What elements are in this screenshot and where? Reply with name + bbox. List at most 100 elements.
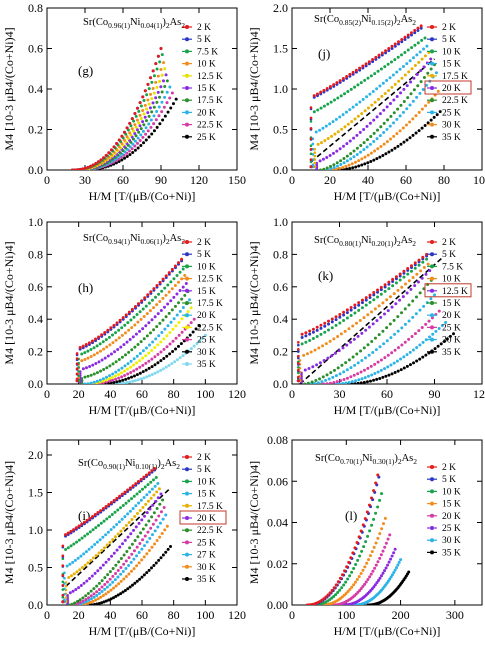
data-point xyxy=(335,81,339,85)
data-point xyxy=(156,54,160,58)
data-point xyxy=(161,498,165,502)
data-point xyxy=(145,93,149,97)
data-point xyxy=(81,167,85,170)
data-point xyxy=(140,299,144,303)
data-point xyxy=(401,110,405,114)
data-point xyxy=(393,82,397,86)
title-subscript: 2 xyxy=(161,462,165,471)
legend-entry: 10 K xyxy=(427,275,461,285)
data-point xyxy=(132,369,136,373)
data-point xyxy=(104,338,108,342)
data-point xyxy=(138,329,142,333)
title-text: As xyxy=(401,14,413,25)
data-point xyxy=(157,105,161,109)
data-point xyxy=(350,162,354,166)
data-point xyxy=(112,525,116,529)
data-point xyxy=(133,345,137,349)
data-point xyxy=(156,525,160,529)
data-point xyxy=(103,576,107,580)
data-point xyxy=(101,563,105,567)
title-text: Sr(Co xyxy=(314,235,339,246)
data-point xyxy=(371,569,375,573)
data-point xyxy=(309,137,313,141)
data-point xyxy=(394,281,398,285)
data-point xyxy=(168,96,172,100)
series xyxy=(79,91,174,170)
data-point xyxy=(97,360,101,364)
data-point xyxy=(95,593,99,597)
data-point xyxy=(350,380,354,384)
data-point xyxy=(75,599,79,603)
data-point xyxy=(409,33,413,37)
data-point xyxy=(376,290,380,294)
data-point xyxy=(167,290,171,294)
data-point xyxy=(415,359,419,363)
data-point xyxy=(315,92,319,96)
data-point xyxy=(110,333,114,337)
legend-label: 25 K xyxy=(197,538,216,548)
data-point xyxy=(429,57,433,61)
data-point xyxy=(332,98,336,102)
data-point xyxy=(128,486,132,490)
legend-label: 20 K xyxy=(197,311,216,321)
data-point xyxy=(124,559,128,563)
data-point xyxy=(188,333,192,337)
data-point xyxy=(130,542,134,546)
title-text: ) xyxy=(393,14,397,25)
data-point xyxy=(122,526,126,530)
data-point xyxy=(320,141,324,145)
data-point xyxy=(137,121,141,125)
data-point xyxy=(333,132,337,136)
data-point xyxy=(342,377,346,381)
data-point xyxy=(92,595,96,599)
data-point xyxy=(353,117,357,121)
legend-label: 17.5 K xyxy=(197,502,223,512)
data-point xyxy=(157,114,161,118)
data-point xyxy=(91,163,95,167)
data-point xyxy=(117,358,121,362)
data-point xyxy=(381,375,385,379)
data-point xyxy=(195,342,199,346)
data-point xyxy=(360,301,364,305)
data-point xyxy=(424,322,428,326)
legend-swatch-marker xyxy=(185,37,189,42)
data-point xyxy=(405,138,409,142)
data-point xyxy=(156,74,160,78)
data-point xyxy=(106,354,110,358)
panel-label: (j) xyxy=(318,46,330,61)
data-point xyxy=(371,322,375,326)
data-point xyxy=(194,327,198,331)
data-point xyxy=(134,114,138,118)
data-point xyxy=(383,516,387,520)
x-tick-label: 100 xyxy=(196,608,214,622)
legend: 2 K5 K10 K15 K17.5 K20 K22.5 K25 K27 K30… xyxy=(179,453,227,585)
data-point xyxy=(302,353,306,357)
data-point xyxy=(391,280,395,284)
data-point xyxy=(422,65,426,69)
data-point xyxy=(338,576,342,580)
data-point xyxy=(117,560,121,564)
x-tick-label: 60 xyxy=(136,387,148,401)
data-point xyxy=(336,591,340,594)
data-point xyxy=(419,26,423,30)
data-point xyxy=(130,518,134,521)
data-point xyxy=(387,282,391,286)
data-point xyxy=(360,157,364,161)
data-point xyxy=(349,314,353,318)
series xyxy=(83,298,191,384)
data-point xyxy=(96,569,100,573)
data-point xyxy=(315,325,319,329)
legend-entry: 27 K xyxy=(182,551,216,561)
data-point xyxy=(388,295,392,299)
data-point xyxy=(445,337,449,341)
legend-swatch-marker xyxy=(430,301,434,305)
data-point xyxy=(163,327,167,331)
data-point xyxy=(418,343,422,347)
data-point xyxy=(128,121,132,125)
data-point xyxy=(164,293,168,297)
data-point xyxy=(146,499,150,503)
data-point xyxy=(388,577,392,581)
data-point xyxy=(318,377,322,381)
data-point xyxy=(134,482,138,486)
data-point xyxy=(374,55,378,59)
